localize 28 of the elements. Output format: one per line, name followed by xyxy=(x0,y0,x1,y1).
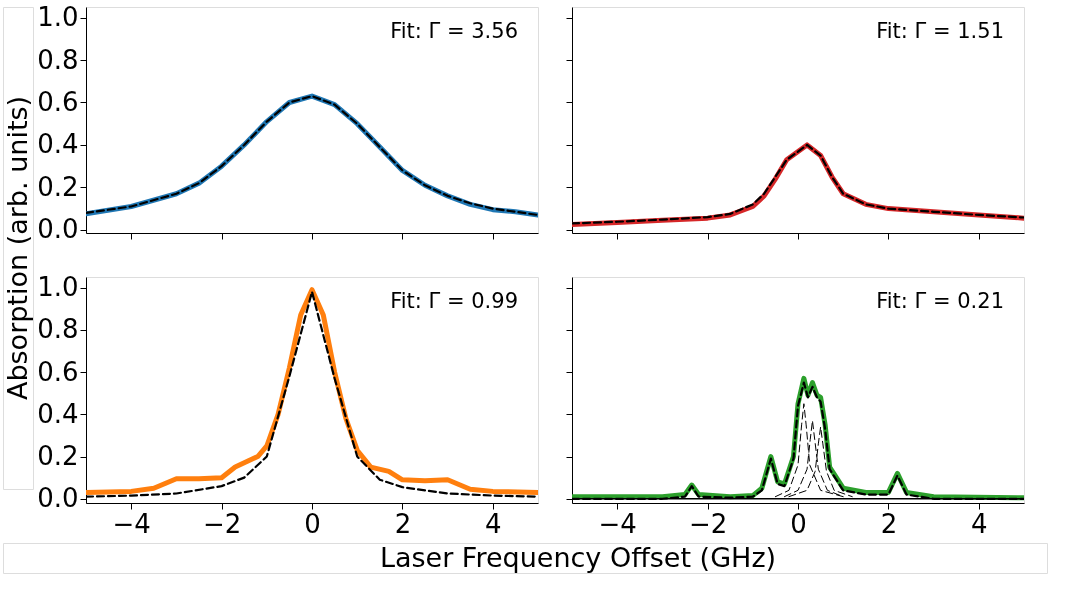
x-axis-title: Laser Frequency Offset (GHz) xyxy=(379,542,777,573)
x-tick-label: 2 xyxy=(880,508,898,539)
annotation: Fit: Γ = 1.51 xyxy=(876,19,1004,43)
x-tick-label: −4 xyxy=(112,508,151,539)
y-axis-title: Absorption (arb. units) xyxy=(2,95,33,401)
y-tick-label: 0.2 xyxy=(37,441,79,472)
y-tick-label: 1.0 xyxy=(37,2,79,33)
x-tick-label: 0 xyxy=(304,508,321,539)
y-tick-label: 0.8 xyxy=(37,314,79,345)
x-tick-label: 4 xyxy=(971,508,988,539)
x-tick-label: 4 xyxy=(485,508,502,539)
annotation: Fit: Γ = 3.56 xyxy=(390,19,518,43)
annotation: Fit: Γ = 0.99 xyxy=(390,289,518,313)
y-tick-label: 0.0 xyxy=(37,214,79,245)
y-tick-label: 0.4 xyxy=(37,129,79,160)
y-tick-label: 0.6 xyxy=(37,356,79,387)
y-tick-label: 0.2 xyxy=(37,171,79,202)
x-tick-label: 2 xyxy=(394,508,412,539)
annotation: Fit: Γ = 0.21 xyxy=(876,289,1004,313)
y-tick-label: 0.6 xyxy=(37,86,79,117)
y-tick-label: 0.8 xyxy=(37,44,79,75)
x-tick-label: −4 xyxy=(598,508,637,539)
y-tick-label: 0.4 xyxy=(37,398,79,429)
y-tick-label: 1.0 xyxy=(37,272,79,303)
x-tick-label: −2 xyxy=(202,508,242,539)
x-tick-label: 0 xyxy=(790,508,807,539)
x-tick-label: −2 xyxy=(688,508,728,539)
y-tick-label: 0.0 xyxy=(37,483,79,514)
